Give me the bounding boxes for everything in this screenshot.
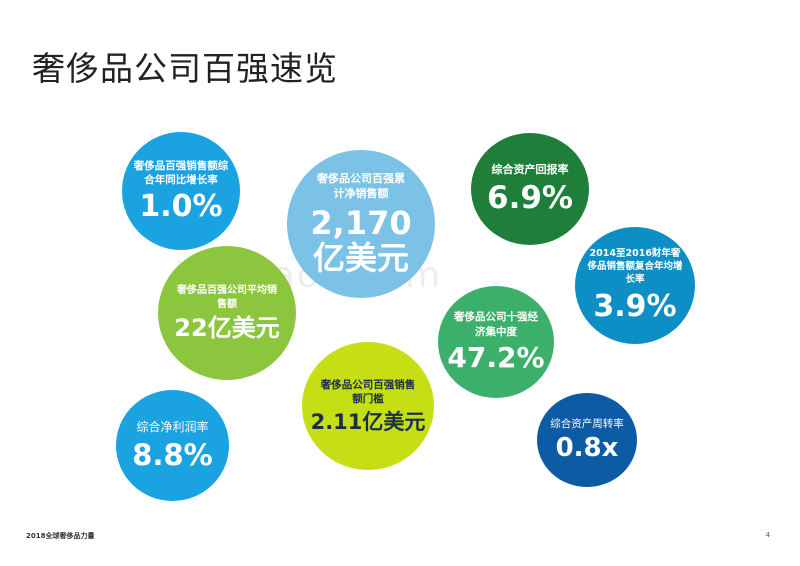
bubble-label: 奢侈品公司十强经济集中度 — [454, 311, 538, 338]
bubble-value: 2.11亿美元 — [310, 409, 426, 434]
cagr-bubble: 2014至2016财年奢侈品销售额复合年均增长率 3.9% — [575, 227, 695, 344]
net-profit-margin-bubble: 综合净利润率 8.8% — [116, 390, 229, 501]
average-sales-bubble: 奢侈品百强公司平均销售额 22亿美元 — [158, 246, 296, 380]
bubble-value: 47.2% — [447, 340, 545, 374]
bubble-value: 6.9% — [487, 180, 573, 217]
bubble-label: 奢侈品公司百强累计净销售额 — [317, 171, 405, 200]
page-number: 4 — [765, 531, 770, 539]
bubble-value: 8.8% — [132, 437, 213, 472]
asset-turnover-bubble: 综合资产周转率 0.8x — [537, 393, 637, 487]
sales-threshold-bubble: 奢侈品公司百强销售额门槛 2.11亿美元 — [302, 342, 434, 470]
bubble-label: 综合资产周转率 — [550, 418, 624, 431]
page-title: 奢侈品公司百强速览 — [32, 49, 338, 88]
top10-concentration-bubble: 奢侈品公司十强经济集中度 47.2% — [438, 286, 554, 398]
footer-text: 2018全球奢侈品力量 — [26, 532, 95, 540]
bubble-value: 1.0% — [139, 189, 223, 225]
total-net-sales-bubble: 奢侈品公司百强累计净销售额 2,170亿美元 — [287, 150, 435, 298]
bubble-label: 奢侈品百强公司平均销售额 — [177, 285, 277, 310]
bubble-label: 奢侈品公司百强销售额门槛 — [320, 379, 416, 406]
bubble-label: 综合资产回报率 — [491, 162, 569, 176]
yoy-growth-bubble: 奢侈品百强销售额综合年同比增长率 1.0% — [122, 132, 240, 250]
bubble-value: 2,170亿美元 — [310, 203, 412, 277]
bubble-label: 奢侈品百强销售额综合年同比增长率 — [133, 159, 229, 186]
bubble-value: 3.9% — [593, 288, 677, 324]
bubble-label: 综合净利润率 — [136, 420, 209, 435]
bubble-value: 22亿美元 — [174, 314, 280, 343]
bubble-label: 2014至2016财年奢侈品销售额复合年均增长率 — [587, 248, 683, 285]
bubble-value: 0.8x — [555, 433, 619, 464]
return-on-assets-bubble: 综合资产回报率 6.9% — [471, 133, 589, 245]
